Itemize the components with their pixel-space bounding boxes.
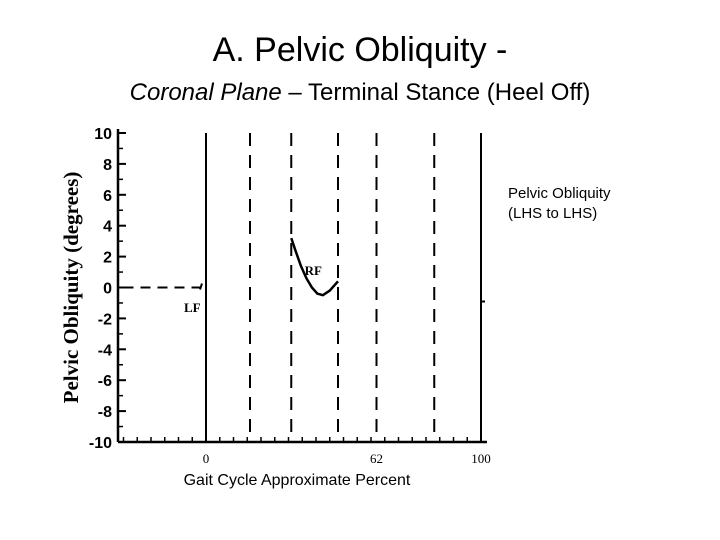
x-tick-label: 0 (203, 451, 210, 466)
slide-title: A. Pelvic Obliquity - (212, 31, 508, 69)
y-tick-label: 0 (103, 281, 112, 298)
legend-note-line-1: Pelvic Obliquity (508, 185, 611, 202)
x-tick-label: 100 (471, 451, 491, 466)
annotation-label: LF (184, 300, 201, 315)
annotation-label: RF (305, 263, 322, 278)
y-tick-label: 2 (103, 250, 112, 267)
y-tick-label: 8 (103, 157, 112, 174)
subtitle-plane: Coronal Plane (129, 79, 282, 106)
y-tick-label: -10 (89, 435, 112, 452)
y-tick-label: -8 (98, 404, 112, 421)
series-tail-start (199, 283, 203, 290)
y-tick-label: -4 (98, 342, 112, 359)
slide-subtitle: Coronal Plane – Terminal Stance (Heel Of… (0, 78, 720, 108)
y-tick-label: -2 (98, 311, 112, 328)
series-line-0 (290, 237, 339, 297)
x-axis-title: Gait Cycle Approximate Percent (184, 472, 411, 489)
y-axis-title: Pelvic Obliquity (degrees) (59, 172, 83, 404)
y-tick-label: 10 (94, 126, 112, 143)
y-tick-label: 4 (103, 219, 112, 236)
y-tick-label: -6 (98, 373, 112, 390)
legend-note-line-2: (LHS to LHS) (508, 205, 598, 222)
y-tick-label: 6 (103, 188, 112, 205)
legend-note: Pelvic Obliquity (LHS to LHS) (508, 184, 708, 224)
x-tick-label: 62 (370, 451, 383, 466)
subtitle-phase: – Terminal Stance (Heel Off) (281, 79, 591, 106)
